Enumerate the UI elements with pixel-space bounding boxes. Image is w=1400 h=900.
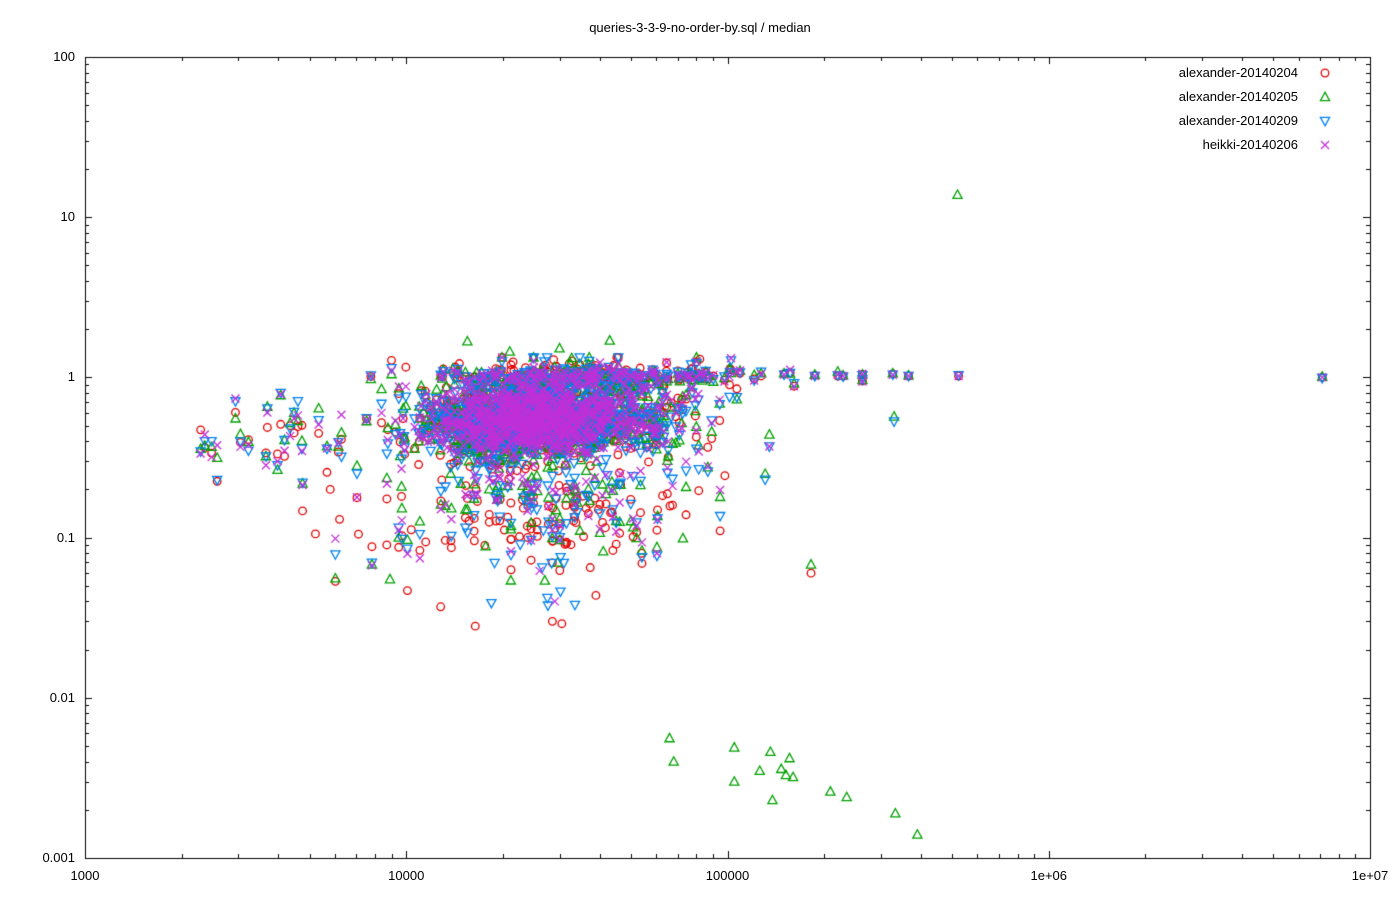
legend-entry: alexander-20140205 bbox=[1179, 85, 1298, 109]
x-tick-label: 100000 bbox=[705, 868, 750, 883]
x-tick-label: 10000 bbox=[388, 868, 425, 883]
y-tick-label: 0.001 bbox=[42, 850, 75, 865]
legend-label: alexander-20140209 bbox=[1178, 113, 1298, 128]
legend-label: heikki-20140206 bbox=[1202, 137, 1298, 152]
legend-entry: heikki-20140206 bbox=[1179, 133, 1298, 157]
x-tick-label: 1000 bbox=[70, 868, 100, 883]
y-tick-label: 10 bbox=[60, 209, 75, 225]
legend-label: alexander-20140204 bbox=[1178, 65, 1298, 80]
legend-entry: alexander-20140204 bbox=[1179, 61, 1298, 85]
y-tick-label: 1 bbox=[67, 369, 75, 385]
legend: alexander-20140204 alexander-20140205 alex… bbox=[1179, 61, 1298, 157]
y-tick-label: 0.1 bbox=[56, 529, 75, 545]
legend-entry: alexander-20140209 bbox=[1179, 109, 1298, 133]
legend-label: alexander-20140205 bbox=[1178, 89, 1298, 104]
chart-title: queries-3-3-9-no-order-by.sql / median bbox=[589, 20, 811, 35]
x-tick-label: 1e+06 bbox=[1030, 868, 1067, 883]
x-tick-label: 1e+07 bbox=[1351, 868, 1389, 883]
y-tick-label: 100 bbox=[53, 49, 75, 64]
y-tick-label: 0.01 bbox=[49, 689, 75, 705]
